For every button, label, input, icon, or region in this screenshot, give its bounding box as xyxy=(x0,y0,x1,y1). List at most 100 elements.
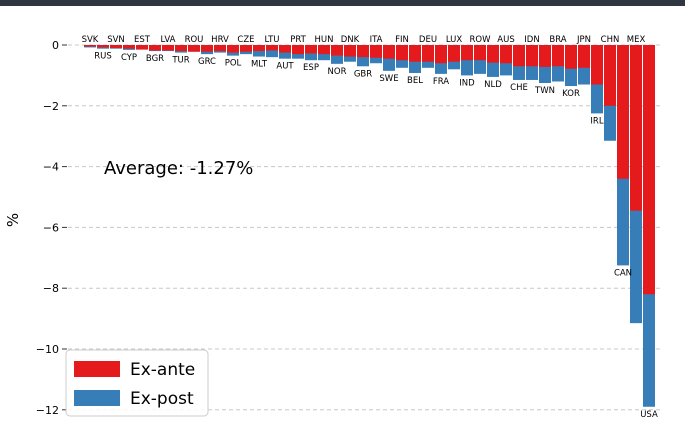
country-label-lux: LUX xyxy=(446,35,463,45)
bar-ex-ante-hun xyxy=(318,45,330,55)
country-label-mex: MEX xyxy=(627,35,646,45)
country-label-fra: FRA xyxy=(433,77,449,87)
bar-ex-ante-aus xyxy=(500,45,512,64)
country-label-chn: CHN xyxy=(601,35,620,45)
country-label-usa: USA xyxy=(640,410,658,420)
country-label-tur: TUR xyxy=(171,56,189,66)
country-label-row: ROW xyxy=(469,35,491,45)
bar-ex-ante-swe xyxy=(383,45,395,59)
country-label-nld: NLD xyxy=(484,80,502,90)
country-label-aut: AUT xyxy=(276,62,294,72)
bar-ex-ante-hrv xyxy=(214,45,226,52)
bar-ex-ante-can xyxy=(617,45,629,179)
country-label-can: CAN xyxy=(614,268,632,278)
bar-ex-ante-kor xyxy=(565,45,577,69)
country-label-grc: GRC xyxy=(198,57,216,67)
average-annotation: Average: -1.27% xyxy=(104,158,253,179)
country-label-cze: CZE xyxy=(237,35,254,45)
country-label-svk: SVK xyxy=(82,35,99,45)
bar-ex-ante-aut xyxy=(279,45,291,53)
country-label-rou: ROU xyxy=(185,35,204,45)
country-label-svn: SVN xyxy=(107,35,125,45)
window-top-bar xyxy=(0,0,685,6)
legend: Ex-ante Ex-post xyxy=(65,349,209,417)
country-label-kor: KOR xyxy=(562,89,580,99)
bars xyxy=(84,45,655,407)
bar-ex-ante-fra xyxy=(435,45,447,64)
bar-ex-ante-jpn xyxy=(578,45,590,68)
y-tick-label: −2 xyxy=(43,100,59,113)
bar-ex-ante-esp xyxy=(305,45,317,54)
bar-ex-ante-svk xyxy=(84,45,96,47)
country-label-ind: IND xyxy=(459,78,475,88)
bar-ex-ante-rou xyxy=(188,45,200,52)
bar-ex-ante-idn xyxy=(526,45,538,67)
bar-ex-ante-fin xyxy=(396,45,408,61)
y-axis: 0 −2 −4 −6 −8 −10 −12 xyxy=(36,39,67,417)
bar-ex-ante-usa xyxy=(643,45,655,295)
bar-ex-ante-dnk xyxy=(344,45,356,57)
bar-ex-ante-ltu xyxy=(266,45,278,51)
country-label-hun: HUN xyxy=(315,35,334,45)
bar-ex-ante-est xyxy=(136,45,148,50)
bar-ex-ante-chn xyxy=(604,45,616,106)
bar-ex-ante-lva xyxy=(162,45,174,51)
bar-ex-ante-pol xyxy=(227,45,239,53)
bar-ex-ante-rus xyxy=(97,45,109,48)
country-label-cyp: CYP xyxy=(121,53,137,63)
y-axis-label: % xyxy=(4,213,22,227)
bar-ex-ante-nld xyxy=(487,45,499,63)
bar-ex-ante-ita xyxy=(370,45,382,58)
country-label-bel: BEL xyxy=(407,76,423,86)
country-label-pol: POL xyxy=(225,59,242,69)
country-label-esp: ESP xyxy=(303,63,319,73)
country-label-lva: LVA xyxy=(161,35,176,45)
bar-ex-ante-svn xyxy=(110,45,122,49)
bar-ex-ante-ind xyxy=(461,45,473,61)
country-label-hrv: HRV xyxy=(211,35,229,45)
bar-ex-ante-twn xyxy=(539,45,551,67)
country-label-twn: TWN xyxy=(534,86,555,96)
bar-ex-ante-prt xyxy=(292,45,304,55)
country-label-mlt: MLT xyxy=(251,60,268,70)
country-label-aus: AUS xyxy=(497,35,514,45)
country-label-bra: BRA xyxy=(549,35,566,45)
bar-ex-ante-gbr xyxy=(357,45,369,58)
country-label-deu: DEU xyxy=(419,35,437,45)
country-label-rus: RUS xyxy=(94,52,112,62)
bar-ex-ante-bra xyxy=(552,45,564,67)
country-label-dnk: DNK xyxy=(341,35,360,45)
y-tick-label: 0 xyxy=(52,39,59,52)
bar-ex-ante-mex xyxy=(630,45,642,211)
bar-ex-ante-deu xyxy=(422,45,434,62)
bar-ex-ante-bel xyxy=(409,45,421,62)
country-label-est: EST xyxy=(134,35,151,45)
y-tick-label: −10 xyxy=(36,343,59,356)
bar-ex-ante-mlt xyxy=(253,45,265,52)
country-label-irl: IRL xyxy=(590,116,603,126)
legend-swatch-ex-ante xyxy=(74,361,120,377)
bar-ex-ante-bgr xyxy=(149,45,161,51)
y-tick-label: −4 xyxy=(43,161,59,174)
bar-ex-ante-irl xyxy=(591,45,603,85)
bar-ex-ante-che xyxy=(513,45,525,67)
bar-ex-ante-row xyxy=(474,45,486,61)
bar-ex-ante-lux xyxy=(448,45,460,62)
bar-ex-ante-grc xyxy=(201,45,213,52)
y-tick-label: −6 xyxy=(43,221,59,234)
country-label-gbr: GBR xyxy=(354,69,372,79)
bar-ex-ante-cyp xyxy=(123,45,135,49)
bar-ex-ante-nor xyxy=(331,45,343,56)
y-tick-label: −12 xyxy=(36,404,59,417)
country-label-ita: ITA xyxy=(370,35,383,45)
legend-label-ex-post: Ex-post xyxy=(130,389,194,409)
country-label-prt: PRT xyxy=(290,35,306,45)
country-label-bgr: BGR xyxy=(146,54,164,64)
bar-ex-ante-tur xyxy=(175,45,187,52)
country-labels: SVK RUS SVN CYP EST BGR LVA TUR ROU GRC HRV POL CZE M… xyxy=(82,35,658,420)
country-label-idn: IDN xyxy=(524,35,539,45)
country-label-swe: SWE xyxy=(379,74,398,84)
country-label-fin: FIN xyxy=(395,35,409,45)
bar-ex-ante-cze xyxy=(240,45,252,52)
